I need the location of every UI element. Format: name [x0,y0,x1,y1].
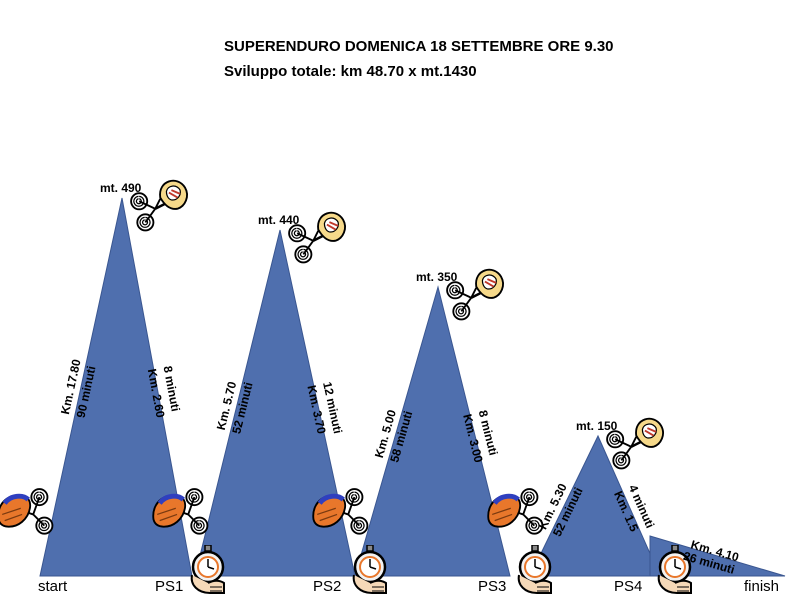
station-label-ps2: PS2 [313,578,341,595]
station-label-start: start [38,578,68,595]
mountain-stage-4 [529,434,661,577]
station-label-ps3: PS3 [478,578,506,595]
station-label-ps1: PS1 [155,578,183,595]
peak-altitude-label: mt. 150 [576,419,618,433]
mountain-stage-2 [194,229,356,577]
cyclist-orange-helmet-icon [488,489,542,534]
peak-altitude-label: mt. 350 [416,270,458,284]
mountain-stage-3 [354,285,511,577]
page-title: SUPERENDURO DOMENICA 18 SETTEMBRE ORE 9.… [224,38,614,55]
page-subtitle: Sviluppo totale: km 48.70 x mt.1430 [224,63,477,80]
cyclist-orange-helmet-icon [0,489,52,534]
station-label-finish: finish [744,578,779,595]
peak-altitude-label: mt. 440 [258,213,300,227]
peak-altitude-label: mt. 490 [100,181,142,195]
mountain-stage-1 [39,197,193,577]
station-label-ps4: PS4 [614,578,642,595]
